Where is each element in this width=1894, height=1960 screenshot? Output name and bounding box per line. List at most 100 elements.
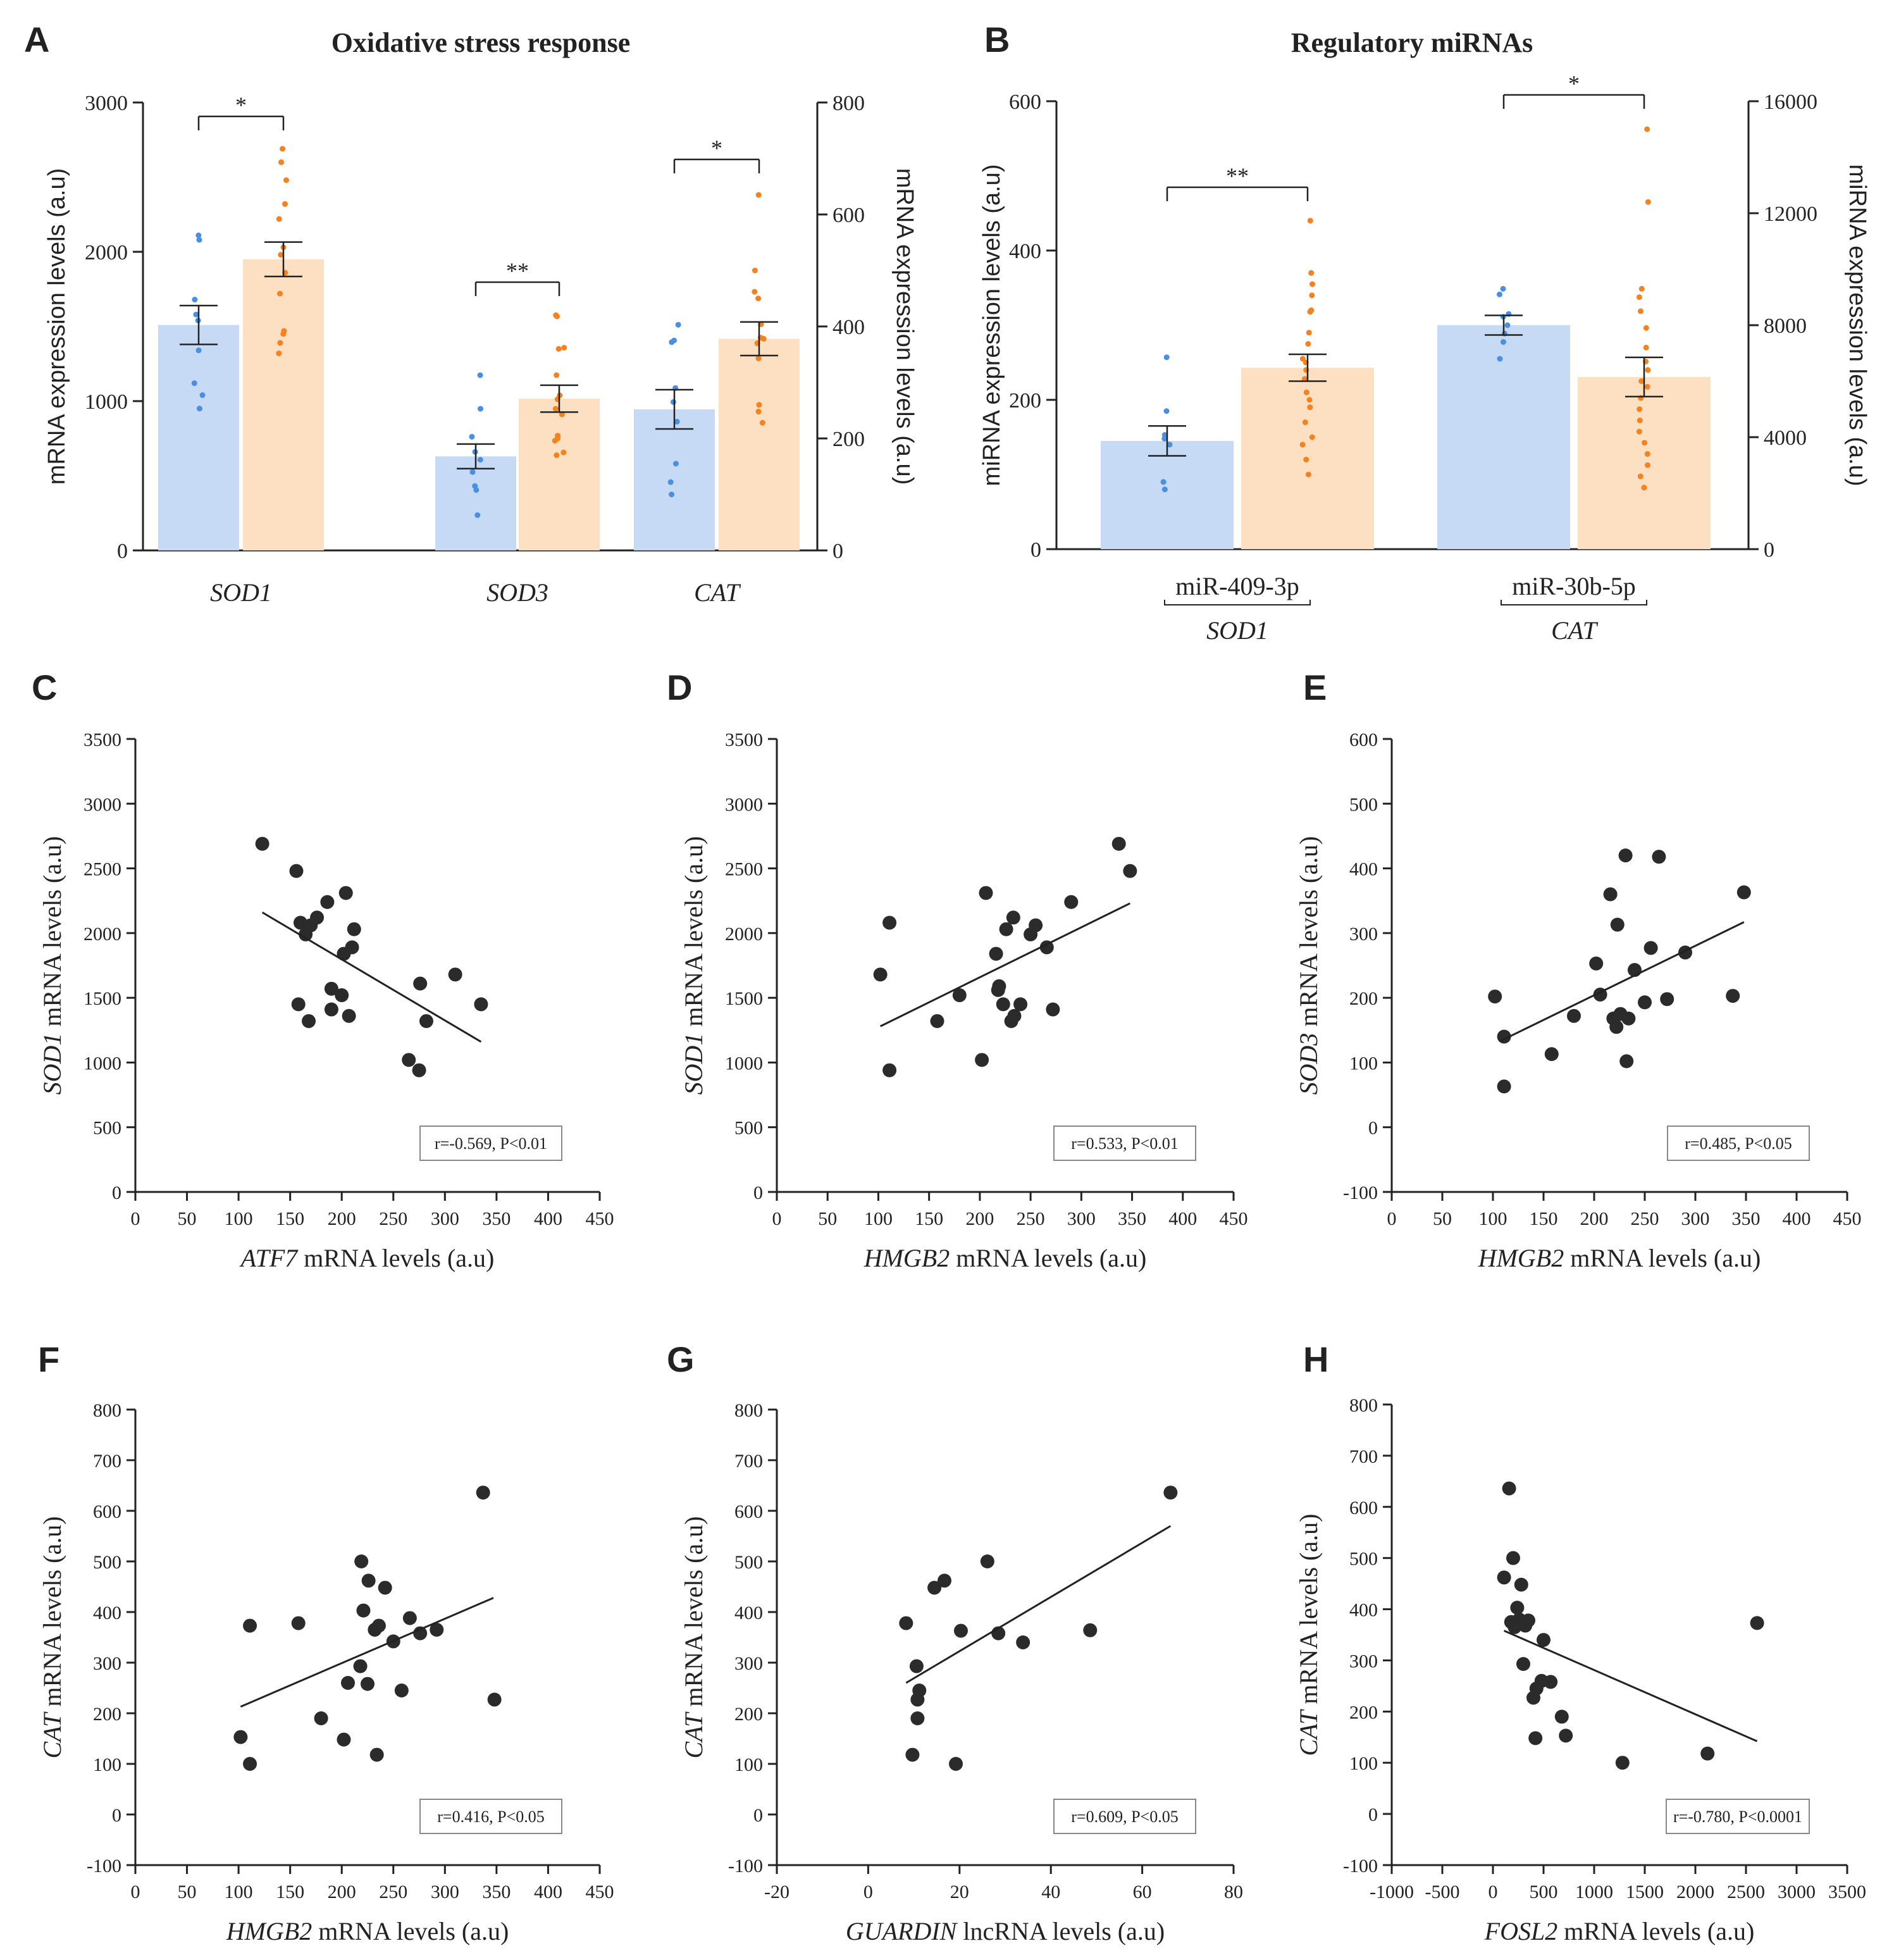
data-point: [669, 492, 675, 497]
data-point: [478, 406, 484, 412]
scatter-point: [949, 1757, 963, 1771]
x-axis-title: GUARDIN lncRNA levels (a.u): [846, 1917, 1165, 1945]
data-point: [1306, 397, 1313, 403]
x-axis-title-rest: mRNA levels (a.u): [950, 1244, 1146, 1272]
scatter-point: [1123, 864, 1137, 878]
scatter-point: [905, 1747, 920, 1762]
x-tick-label: 100: [1479, 1208, 1507, 1229]
scatter-point: [474, 997, 488, 1012]
data-point: [670, 399, 676, 405]
x-tick-label: 400: [1783, 1208, 1811, 1229]
data-point: [561, 345, 567, 351]
y-tick-label-left: 400: [1009, 240, 1041, 263]
scatter-point: [402, 1053, 416, 1067]
x-tick-label: 300: [431, 1882, 459, 1902]
data-point: [553, 312, 559, 318]
x-tick-label: 100: [864, 1208, 893, 1229]
data-point: [552, 438, 558, 444]
data-point: [1305, 341, 1311, 347]
x-tick-label: 350: [482, 1882, 511, 1902]
significance-marker: *: [711, 135, 722, 161]
x-tick-label: 400: [534, 1208, 562, 1229]
scatter-point: [337, 1732, 351, 1747]
significance-marker: **: [1226, 163, 1249, 189]
data-point: [469, 469, 476, 475]
data-point: [1305, 471, 1311, 478]
scatter-point: [337, 946, 351, 961]
scatter-point: [371, 1618, 386, 1633]
data-point: [1644, 126, 1650, 132]
x-tick-label: 350: [1732, 1208, 1761, 1229]
category-brace: [1501, 600, 1647, 605]
data-point: [1163, 408, 1170, 414]
y-tick-label: 2000: [84, 924, 121, 945]
x-tick-label: 100: [225, 1208, 253, 1229]
significance-marker: **: [506, 258, 529, 283]
scatter-point: [1544, 1047, 1559, 1062]
y-tick-label-left: 1000: [85, 390, 128, 414]
data-point: [196, 406, 202, 412]
x-tick-label: 450: [1220, 1208, 1248, 1229]
data-point: [1642, 440, 1648, 446]
data-point: [1303, 456, 1309, 462]
scatter-point: [291, 997, 306, 1012]
data-point: [1161, 435, 1168, 442]
scatter-point: [324, 1002, 338, 1017]
category-label: CAT: [694, 578, 741, 607]
scatter-point: [1726, 989, 1740, 1003]
y-axis-title-left: miRNA expression levels (a.u): [979, 164, 1005, 487]
scatter-point: [979, 886, 993, 900]
data-point: [1645, 367, 1651, 373]
x-tick-label: -1000: [1370, 1882, 1414, 1902]
y-tick-label: 200: [734, 1704, 763, 1725]
panel-label-b: B: [984, 20, 1010, 59]
y-tick-label: 100: [93, 1754, 121, 1775]
data-point: [199, 392, 206, 399]
x-tick-label: -500: [1425, 1882, 1460, 1902]
data-point: [1636, 428, 1642, 435]
data-point: [1637, 406, 1643, 412]
data-point: [675, 321, 681, 328]
scatter-point: [1638, 995, 1652, 1010]
y-tick-label: 0: [112, 1805, 121, 1826]
x-tick-label: 200: [328, 1882, 356, 1902]
y-axis-title: SOD1 mRNA levels (a.u): [38, 836, 66, 1095]
y-tick-label-right: 16000: [1764, 90, 1817, 114]
category-brace: [1164, 600, 1311, 605]
scatter-point: [1514, 1577, 1528, 1592]
scatter-point: [302, 1014, 316, 1028]
y-tick-label: 500: [1349, 1549, 1378, 1570]
x-axis-title: HMGB2 mRNA levels (a.u): [226, 1917, 509, 1945]
x-tick-label: 50: [178, 1208, 197, 1229]
data-point: [1307, 309, 1313, 315]
scatter-point: [255, 836, 269, 851]
x-tick-label: 3500: [1828, 1882, 1866, 1902]
correlation-annotation: r=0.416, P<0.05: [437, 1808, 544, 1826]
x-axis-title: HMGB2 mRNA levels (a.u): [863, 1244, 1147, 1272]
y-axis-title-rest: mRNA levels (a.u): [679, 1517, 708, 1713]
data-point: [192, 297, 198, 303]
regression-line: [261, 911, 482, 1043]
x-axis-title-gene: ATF7: [239, 1244, 299, 1272]
data-point: [756, 402, 762, 408]
scatter-point: [1497, 1079, 1511, 1094]
data-point: [559, 411, 565, 418]
data-point: [1637, 473, 1643, 480]
x-tick-label: 300: [431, 1208, 459, 1229]
y-tick-label: 600: [1349, 729, 1378, 750]
data-point: [1306, 330, 1312, 336]
y-tick-label: 1000: [84, 1053, 121, 1074]
y-tick-label-left: 3000: [85, 92, 128, 115]
bar-cat-control: [634, 409, 715, 550]
scatter-point: [1619, 1054, 1634, 1069]
data-point: [276, 350, 282, 356]
scatter-point: [413, 976, 428, 991]
y-tick-label: 1500: [84, 988, 121, 1009]
y-axis-title: SOD3 mRNA levels (a.u): [1294, 836, 1323, 1095]
y-tick-label: 400: [1349, 859, 1378, 880]
scatter-point: [1516, 1657, 1530, 1672]
x-tick-label: 150: [276, 1882, 304, 1902]
scatter-point: [310, 910, 325, 925]
scatter-point: [899, 1616, 913, 1630]
y-tick-label: 200: [1349, 1702, 1378, 1723]
